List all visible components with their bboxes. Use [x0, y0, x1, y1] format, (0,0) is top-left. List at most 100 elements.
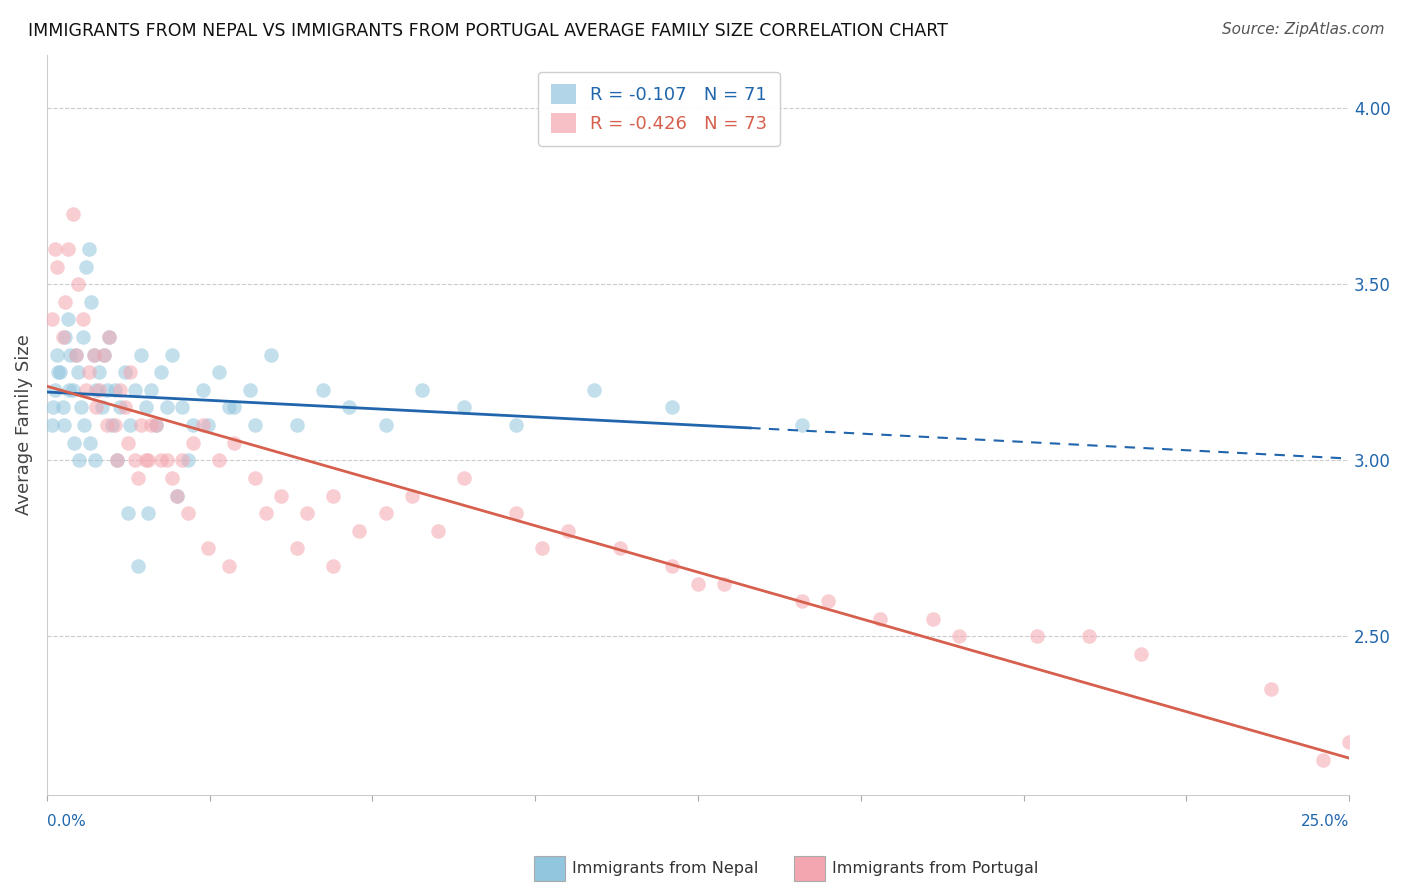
Point [349, 524, 371, 538]
Point [44, 242, 66, 256]
Point [374, 506, 396, 520]
Point [79, 435, 101, 450]
Point [87, 383, 110, 397]
Point [87, 365, 110, 379]
Point [83, 453, 105, 467]
Point [114, 365, 136, 379]
Point [104, 418, 127, 433]
Point [129, 348, 152, 362]
Point [72, 330, 94, 344]
Point [124, 383, 146, 397]
Point [69, 401, 91, 415]
Point [44, 383, 66, 397]
Point [86, 383, 108, 397]
Point [792, 594, 814, 608]
Point [56, 312, 79, 326]
Point [792, 418, 814, 433]
Point [96, 418, 118, 433]
Point [124, 453, 146, 467]
Point [96, 383, 118, 397]
Point [42, 401, 65, 415]
Point [135, 401, 157, 415]
Legend: R = -0.107   N = 71, R = -0.426   N = 73: R = -0.107 N = 71, R = -0.426 N = 73 [538, 71, 780, 145]
Point [93, 348, 115, 362]
Point [129, 418, 152, 433]
Point [270, 488, 292, 502]
Point [73, 418, 96, 433]
Point [166, 488, 188, 502]
Point [193, 418, 215, 433]
Point [120, 418, 142, 433]
Point [145, 418, 167, 433]
Point [108, 401, 131, 415]
Point [93, 348, 115, 362]
Point [1260, 682, 1282, 697]
Point [48, 365, 70, 379]
Point [181, 435, 204, 450]
Point [285, 541, 308, 556]
Point [101, 418, 124, 433]
Point [58, 383, 80, 397]
Point [77, 365, 100, 379]
Point [285, 418, 308, 433]
Point [208, 365, 231, 379]
Point [105, 453, 128, 467]
Point [172, 453, 194, 467]
Point [312, 383, 335, 397]
Point [921, 612, 943, 626]
Point [869, 612, 891, 626]
Point [817, 594, 839, 608]
Point [138, 506, 160, 520]
Point [453, 401, 475, 415]
Point [411, 383, 433, 397]
Point [557, 524, 579, 538]
Point [67, 365, 90, 379]
Point [530, 541, 553, 556]
Point [176, 506, 198, 520]
Point [426, 524, 449, 538]
Point [297, 506, 319, 520]
Point [51, 401, 73, 415]
Point [83, 348, 105, 362]
Point [127, 471, 149, 485]
Point [108, 383, 131, 397]
Point [197, 541, 219, 556]
Y-axis label: Average Family Size: Average Family Size [15, 334, 32, 516]
Point [117, 435, 139, 450]
Point [135, 453, 157, 467]
Point [374, 418, 396, 433]
Point [117, 506, 139, 520]
Point [46, 348, 69, 362]
Point [322, 488, 344, 502]
Point [65, 348, 87, 362]
Point [505, 418, 527, 433]
Point [322, 558, 344, 573]
Point [239, 383, 262, 397]
Point [53, 294, 76, 309]
Point [224, 401, 246, 415]
Point [86, 401, 108, 415]
Point [72, 312, 94, 326]
Point [53, 330, 76, 344]
Point [1339, 735, 1361, 749]
Point [948, 629, 970, 643]
Point [51, 330, 73, 344]
Point [49, 365, 72, 379]
Point [208, 453, 231, 467]
Point [218, 401, 240, 415]
Point [609, 541, 631, 556]
Point [56, 242, 79, 256]
Point [139, 383, 162, 397]
Text: 25.0%: 25.0% [1301, 814, 1350, 830]
Point [166, 488, 188, 502]
Point [218, 558, 240, 573]
Text: 0.0%: 0.0% [46, 814, 86, 830]
Point [63, 435, 86, 450]
Point [197, 418, 219, 433]
Text: IMMIGRANTS FROM NEPAL VS IMMIGRANTS FROM PORTUGAL AVERAGE FAMILY SIZE CORRELATIO: IMMIGRANTS FROM NEPAL VS IMMIGRANTS FROM… [28, 22, 948, 40]
Point [145, 418, 167, 433]
Point [713, 576, 735, 591]
Point [245, 418, 267, 433]
Point [138, 453, 160, 467]
Point [62, 383, 84, 397]
